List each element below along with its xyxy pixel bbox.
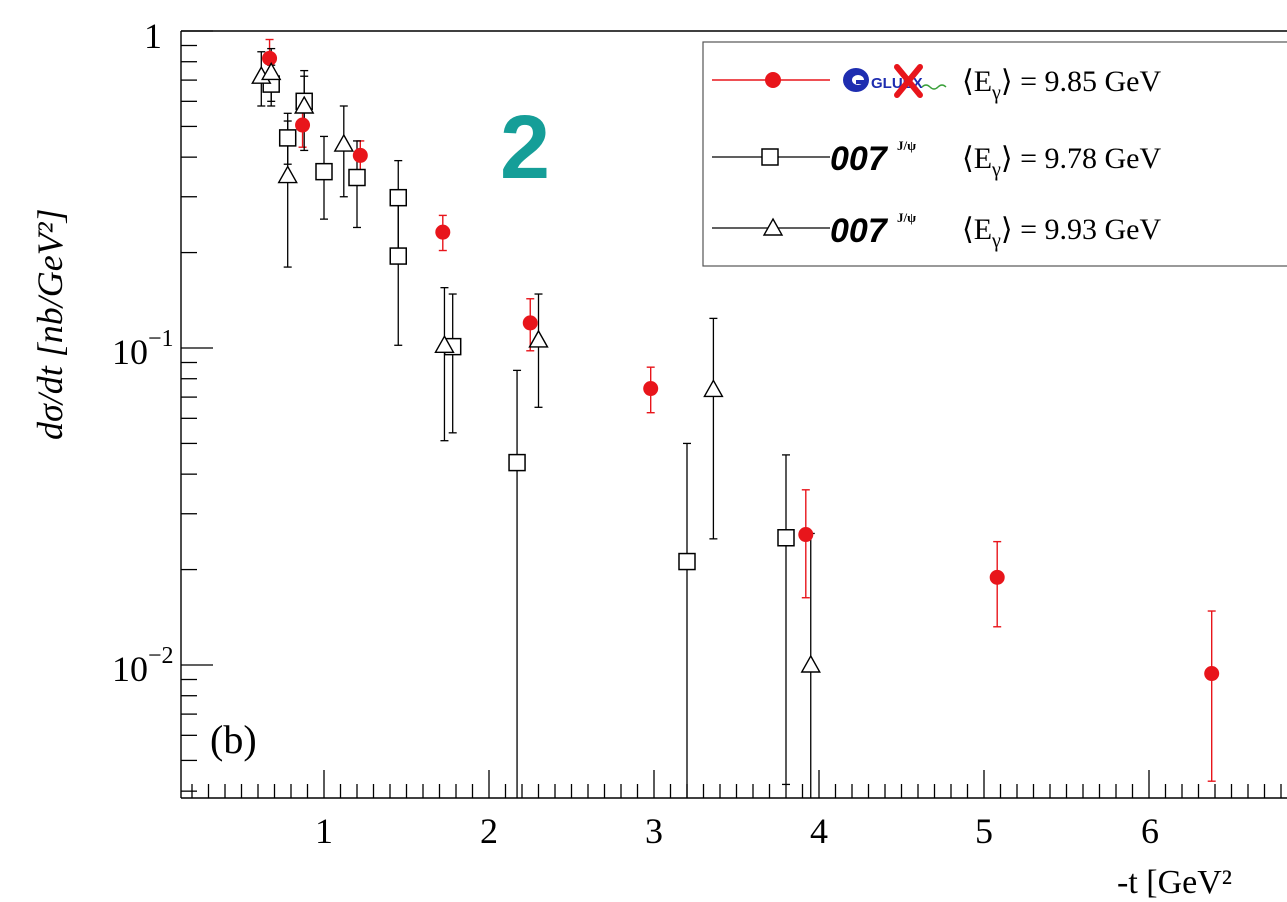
data-point-s2-p6 [528, 329, 549, 348]
data-point-s2-p5 [434, 334, 455, 353]
legend-text-1-sub: γ [991, 159, 1001, 181]
y-tick-labels: 1 10 −1 10 −2 [112, 16, 174, 689]
data-point-s1-p1 [278, 129, 297, 147]
y-tick-label-0.1-exponent: −1 [148, 326, 174, 352]
y-tick-label-0.01: 10 [112, 649, 148, 689]
data-point-s2-p7 [703, 379, 724, 398]
data-point-s2-p4 [333, 133, 354, 152]
x-tick-label-5: 5 [975, 811, 993, 851]
legend-entry-007-squares: 007 J/ψ ⟨Eγ⟩ = 9.78 GeV [712, 138, 1161, 181]
axis-ticks [181, 30, 1282, 798]
data-point-s2-p3 [294, 95, 315, 114]
legend: GLUEX ⟨Eγ⟩ = 9.85 GeV 007 J/ψ ⟨Eγ⟩ = 9.7… [702, 41, 1287, 267]
legend-text-2-a: ⟨E [962, 213, 992, 246]
x-tick-labels: 1 2 3 4 5 6 [315, 811, 1159, 851]
data-point-s0-p7 [989, 569, 1005, 585]
data-point-s0-p0 [262, 50, 278, 66]
data-markers [251, 50, 1220, 682]
data-point-s1-p3 [315, 162, 333, 181]
legend-logo-007-b: 007 [830, 212, 889, 250]
corner-number: 2 [500, 98, 550, 198]
legend-text-1-b: ⟩ = 9.78 GeV [1001, 142, 1162, 175]
data-point-s0-p6 [798, 527, 814, 543]
x-tick-label-2: 2 [480, 811, 498, 851]
legend-text-0-a: ⟨E [962, 65, 992, 98]
svg-text:⟨Eγ⟩ = 9.78 GeV: ⟨Eγ⟩ = 9.78 GeV [962, 142, 1161, 181]
x-tick-label-4: 4 [810, 811, 828, 851]
data-point-s2-p8 [800, 654, 821, 673]
svg-text:⟨Eγ⟩ = 9.85 GeV: ⟨Eγ⟩ = 9.85 GeV [962, 65, 1161, 104]
y-tick-label-0.01-exponent: −2 [148, 643, 174, 669]
legend-text-1-a: ⟨E [962, 142, 992, 175]
legend-entry-007-triangles: 007 J/ψ ⟨Eγ⟩ = 9.93 GeV [712, 210, 1161, 252]
legend-text-2-b: ⟩ = 9.93 GeV [1001, 213, 1162, 246]
legend-marker-open-triangle [762, 217, 784, 236]
data-point-s1-p10 [777, 529, 795, 547]
legend-marker-open-square [761, 148, 779, 166]
svg-text:⟨Eγ⟩ = 9.93 GeV: ⟨Eγ⟩ = 9.93 GeV [962, 213, 1161, 252]
data-point-s0-p3 [435, 224, 451, 240]
data-point-s1-p4 [348, 168, 366, 187]
legend-text-0-b: ⟩ = 9.85 GeV [1001, 65, 1162, 98]
legend-marker-filled-circle [765, 72, 781, 88]
data-point-s1-p8 [508, 453, 526, 472]
x-tick-label-3: 3 [645, 811, 663, 851]
y-tick-label-1: 1 [144, 16, 162, 56]
gluex-logo: GLUEX [843, 64, 947, 98]
data-point-s0-p1 [295, 117, 311, 133]
data-point-s1-p6 [389, 247, 407, 265]
legend-text-0-sub: γ [991, 82, 1001, 104]
legend-logo-007-a-sup: J/ψ [897, 138, 916, 153]
legend-text-2-sub: γ [991, 230, 1001, 252]
legend-entry-gluex: GLUEX ⟨Eγ⟩ = 9.85 GeV [712, 64, 1161, 104]
data-point-s2-p1 [261, 62, 282, 81]
legend-logo-007-a: 007 [830, 140, 889, 178]
data-point-s0-p5 [643, 381, 659, 397]
data-point-s1-p5 [389, 188, 407, 207]
panel-label: (b) [210, 717, 257, 762]
data-point-s0-p4 [522, 315, 538, 331]
x-axis-title: -t [GeV² [1117, 864, 1232, 901]
data-point-s2-p2 [277, 165, 298, 184]
y-tick-label-0.1: 10 [112, 332, 148, 372]
y-axis-title: dσ/dt [nb/GeV²] [30, 208, 70, 440]
data-point-s1-p9 [678, 552, 696, 571]
data-point-s0-p2 [352, 147, 368, 163]
legend-logo-007-b-sup: J/ψ [897, 210, 916, 225]
data-point-s0-p8 [1204, 666, 1220, 682]
x-tick-label-6: 6 [1141, 811, 1159, 851]
x-tick-label-1: 1 [315, 811, 333, 851]
